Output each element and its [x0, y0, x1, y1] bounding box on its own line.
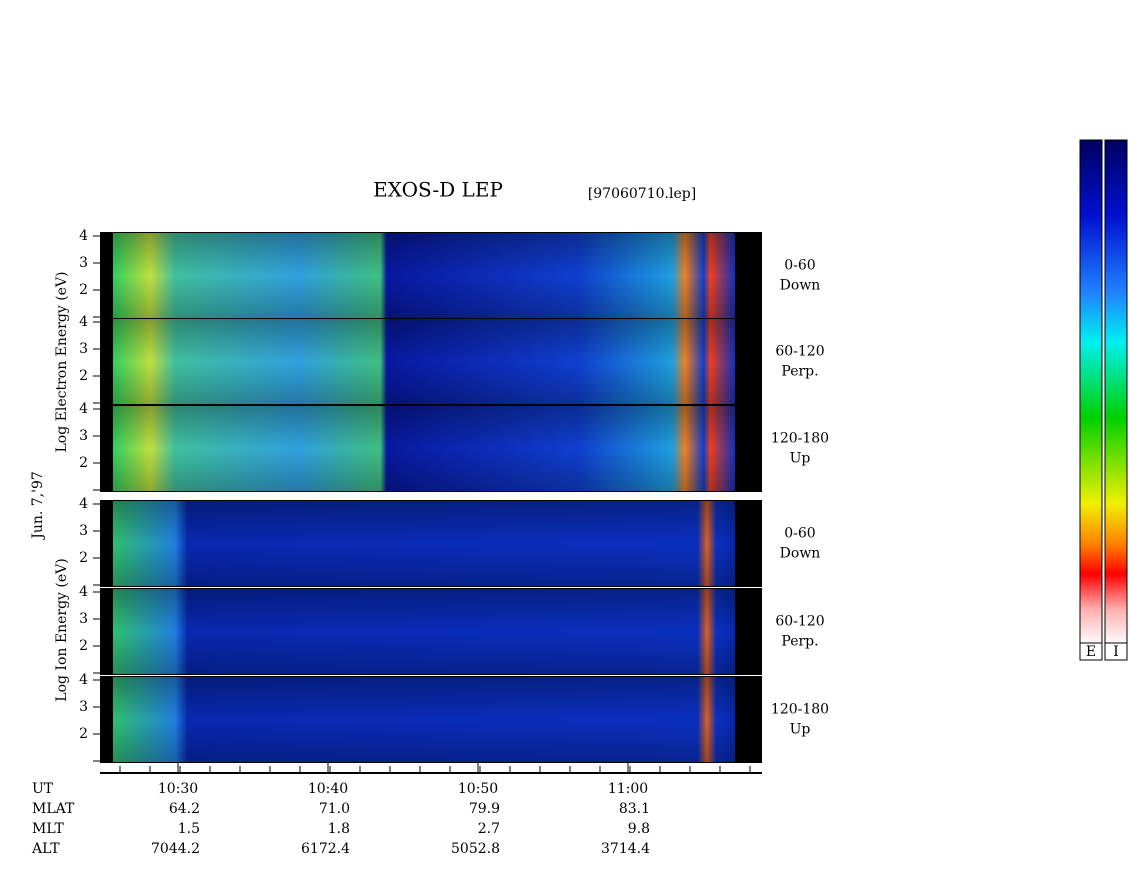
ephemeris-value: 79.9 — [469, 801, 500, 817]
panel-range: 0-60 — [784, 526, 815, 542]
file-name: [97060710.lep] — [588, 186, 696, 202]
energy-tick-label: 3 — [79, 523, 88, 539]
ion-axis-label: Log Ion Energy (eV) — [54, 558, 70, 701]
spectrogram-shade — [113, 677, 735, 762]
ephemeris-value: 71.0 — [319, 801, 350, 817]
time-tick-label: 10:50 — [458, 781, 498, 797]
ephemeris-value: 6172.4 — [301, 841, 350, 857]
time-tick-label: 10:30 — [158, 781, 198, 797]
time-tick-label: 10:40 — [308, 781, 348, 797]
panel-direction: Down — [780, 278, 821, 294]
energy-tick-label: 2 — [79, 282, 88, 298]
panel-range: 0-60 — [784, 258, 815, 274]
energy-tick-label: 3 — [79, 611, 88, 627]
ephemeris-value: 1.8 — [328, 821, 350, 837]
ephemeris-value: 7044.2 — [151, 841, 200, 857]
colorbar — [1104, 139, 1128, 646]
colorbar — [1079, 139, 1103, 646]
panel-range: 60-120 — [775, 344, 824, 360]
spectrogram-shade — [113, 319, 735, 404]
date-label: Jun. 7,'97 — [30, 471, 46, 541]
energy-tick-label: 4 — [79, 584, 88, 600]
spectrogram-shade — [113, 233, 735, 318]
title: EXOS-D LEP — [373, 178, 503, 202]
energy-tick-label: 2 — [79, 638, 88, 654]
spectrogram-shade — [113, 501, 735, 586]
energy-tick-label: 3 — [79, 699, 88, 715]
energy-tick-label: 4 — [79, 228, 88, 244]
colorbar-label-box — [1079, 642, 1103, 661]
panel-direction: Perp. — [781, 364, 818, 380]
colorbar-label-box — [1104, 642, 1128, 661]
panel-range: 120-180 — [771, 702, 829, 718]
panel-range: 60-120 — [775, 614, 824, 630]
colorbar-label: E — [1086, 644, 1096, 660]
panel-range: 120-180 — [771, 431, 829, 447]
energy-tick-label: 2 — [79, 726, 88, 742]
energy-tick-label: 4 — [79, 401, 88, 417]
ephemeris-label: ALT — [31, 841, 60, 857]
ephemeris-label: MLAT — [32, 801, 75, 817]
time-tick-label: 11:00 — [608, 781, 648, 797]
ephemeris-value: 64.2 — [169, 801, 200, 817]
energy-tick-label: 4 — [79, 672, 88, 688]
ephemeris-label: MLT — [32, 821, 64, 837]
energy-tick-label: 2 — [79, 550, 88, 566]
energy-tick-label: 4 — [79, 314, 88, 330]
spectrogram-shade — [113, 589, 735, 674]
panel-direction: Perp. — [781, 634, 818, 650]
energy-tick-label: 2 — [79, 368, 88, 384]
electron-axis-label: Log Electron Energy (eV) — [54, 271, 70, 452]
ephemeris-value: 5052.8 — [451, 841, 500, 857]
ephemeris-value: 1.5 — [178, 821, 200, 837]
energy-tick-label: 3 — [79, 428, 88, 444]
energy-tick-label: 3 — [79, 255, 88, 271]
energy-tick-label: 4 — [79, 496, 88, 512]
ephemeris-label: UT — [32, 781, 54, 797]
spectrogram-shade — [113, 406, 735, 491]
ephemeris-value: 3714.4 — [601, 841, 650, 857]
energy-tick-label: 3 — [79, 341, 88, 357]
ephemeris-value: 83.1 — [619, 801, 650, 817]
ephemeris-value: 9.8 — [628, 821, 650, 837]
panel-direction: Up — [790, 451, 811, 467]
panel-direction: Down — [780, 546, 821, 562]
panel-direction: Up — [790, 722, 811, 738]
ephemeris-value: 2.7 — [478, 821, 500, 837]
colorbar-label: I — [1113, 644, 1119, 660]
energy-tick-label: 2 — [79, 455, 88, 471]
